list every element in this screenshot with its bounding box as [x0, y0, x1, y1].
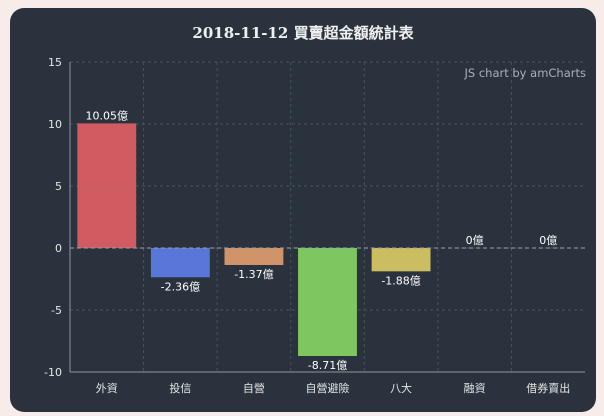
y-tick-label: 15 — [48, 56, 62, 69]
data-label: 0億 — [466, 234, 484, 247]
data-label: -1.88億 — [381, 274, 420, 287]
bar-4 — [298, 248, 357, 357]
y-tick-label: 0 — [55, 242, 62, 255]
y-tick-label: 5 — [55, 180, 62, 193]
bar-2 — [150, 248, 210, 278]
chart-container: 2018-11-12 買賣超金額統計表 -10 -5 0 5 10 15 10.05億 外資 -… — [10, 8, 596, 412]
data-label: 0億 — [539, 234, 557, 247]
x-tick-label: 自營 — [243, 382, 265, 395]
bar-1 — [77, 123, 137, 248]
y-tick-label: 10 — [48, 118, 62, 131]
x-tick-label: 借券賣出 — [526, 381, 570, 395]
bar-3 — [224, 248, 284, 265]
chart-title: 2018-11-12 買賣超金額統計表 — [192, 24, 414, 42]
data-label: 10.05億 — [86, 109, 129, 122]
x-tick-label: 自營避險 — [306, 381, 350, 395]
x-tick-label: 投信 — [169, 381, 191, 395]
data-label: -8.71億 — [308, 359, 347, 372]
x-tick-label: 八大 — [390, 381, 412, 395]
y-tick-label: -10 — [44, 366, 62, 379]
x-tick-label: 融資 — [464, 382, 486, 395]
data-label: -2.36億 — [161, 280, 200, 293]
x-tick-label: 外資 — [96, 382, 118, 395]
y-tick-label: -5 — [51, 304, 62, 317]
bar-5 — [371, 248, 431, 272]
amcharts-credit-link[interactable]: JS chart by amCharts — [464, 66, 586, 80]
data-label: -1.37億 — [234, 268, 273, 281]
